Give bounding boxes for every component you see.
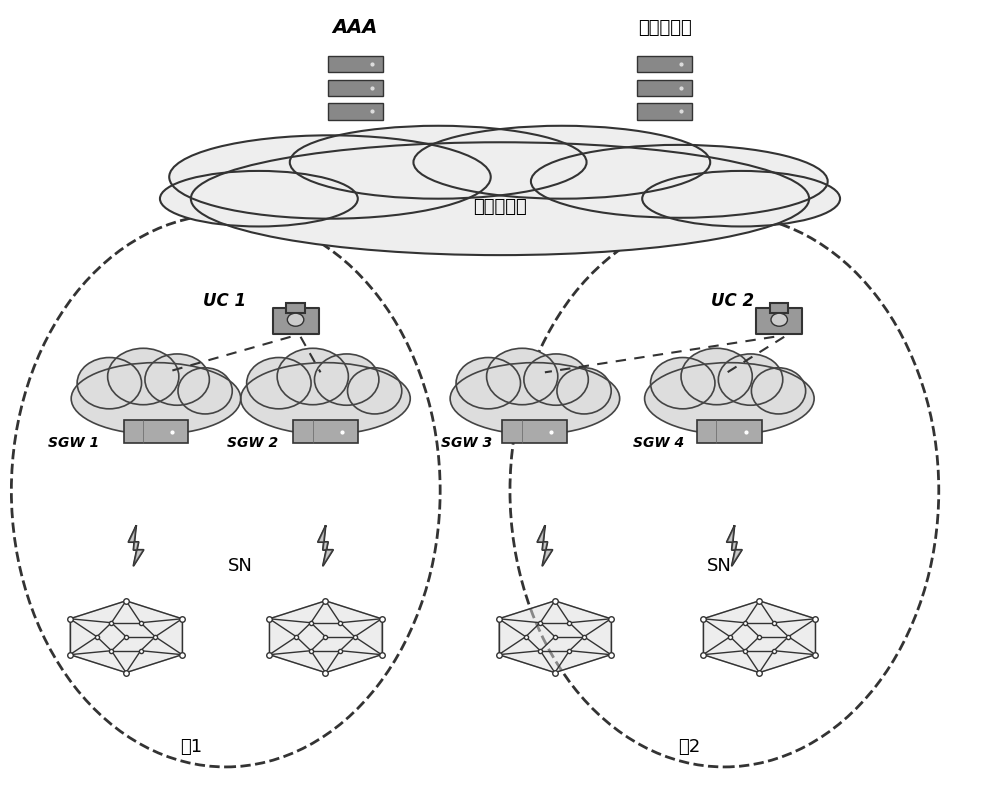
Polygon shape: [537, 526, 552, 565]
Text: SGW 3: SGW 3: [441, 436, 492, 451]
Ellipse shape: [241, 363, 410, 435]
Ellipse shape: [456, 357, 520, 409]
Ellipse shape: [160, 171, 358, 227]
Bar: [286, 303, 305, 313]
Polygon shape: [499, 601, 611, 672]
Bar: [756, 308, 802, 334]
Ellipse shape: [277, 348, 348, 405]
Text: SGW 2: SGW 2: [227, 436, 279, 451]
Bar: [328, 56, 383, 72]
Ellipse shape: [290, 126, 587, 199]
Bar: [124, 421, 188, 443]
Bar: [637, 56, 692, 72]
Text: 域2: 域2: [678, 738, 701, 756]
Bar: [770, 303, 788, 313]
Text: SGW 4: SGW 4: [633, 436, 684, 451]
Bar: [328, 103, 383, 120]
Polygon shape: [70, 601, 182, 672]
Ellipse shape: [77, 357, 142, 409]
Ellipse shape: [645, 363, 814, 435]
Bar: [697, 421, 762, 443]
Ellipse shape: [718, 354, 783, 406]
Bar: [637, 103, 692, 120]
Text: UC 2: UC 2: [711, 292, 754, 310]
Text: SGW 1: SGW 1: [48, 436, 99, 451]
Bar: [293, 421, 358, 443]
Ellipse shape: [450, 363, 620, 435]
Ellipse shape: [524, 354, 588, 406]
Polygon shape: [703, 601, 815, 672]
Text: UC 1: UC 1: [203, 292, 246, 310]
Ellipse shape: [642, 171, 840, 227]
Bar: [502, 421, 567, 443]
Polygon shape: [318, 526, 333, 565]
Ellipse shape: [531, 145, 828, 218]
Text: SN: SN: [228, 557, 253, 575]
Ellipse shape: [247, 357, 311, 409]
Text: AAA: AAA: [333, 18, 378, 37]
Circle shape: [771, 313, 787, 326]
Bar: [273, 308, 319, 334]
Polygon shape: [129, 526, 143, 565]
Ellipse shape: [191, 143, 809, 255]
Ellipse shape: [145, 354, 209, 406]
Bar: [637, 79, 692, 96]
Text: SN: SN: [707, 557, 732, 575]
Ellipse shape: [314, 354, 379, 406]
Ellipse shape: [651, 357, 715, 409]
Polygon shape: [269, 601, 382, 672]
Ellipse shape: [178, 367, 232, 414]
Bar: [328, 79, 383, 96]
Ellipse shape: [751, 367, 806, 414]
Text: 域1: 域1: [180, 738, 202, 756]
Polygon shape: [727, 526, 742, 565]
Ellipse shape: [557, 367, 611, 414]
Text: 分布式网络: 分布式网络: [473, 197, 527, 215]
Ellipse shape: [169, 135, 491, 219]
Ellipse shape: [71, 363, 241, 435]
Ellipse shape: [487, 348, 558, 405]
Ellipse shape: [348, 367, 402, 414]
Ellipse shape: [681, 348, 752, 405]
Ellipse shape: [413, 126, 710, 199]
Text: 应用服务器: 应用服务器: [638, 19, 691, 37]
Circle shape: [287, 313, 304, 326]
Ellipse shape: [108, 348, 179, 405]
